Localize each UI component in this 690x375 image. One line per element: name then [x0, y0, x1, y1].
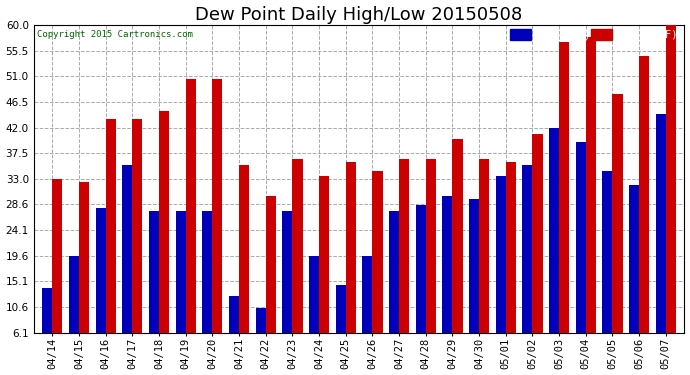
Bar — [506, 162, 516, 333]
Bar — [586, 36, 596, 333]
Bar — [132, 119, 143, 333]
Bar — [149, 210, 159, 333]
Bar — [399, 159, 409, 333]
Bar — [69, 256, 79, 333]
Bar — [335, 285, 346, 333]
Bar — [656, 114, 666, 333]
Bar — [453, 139, 462, 333]
Bar — [389, 210, 399, 333]
Bar — [415, 205, 426, 333]
Bar — [186, 80, 196, 333]
Bar — [533, 134, 542, 333]
Bar — [575, 142, 586, 333]
Bar — [362, 256, 373, 333]
Bar — [666, 25, 676, 333]
Bar — [229, 296, 239, 333]
Bar — [202, 210, 213, 333]
Bar — [639, 57, 649, 333]
Bar — [522, 165, 533, 333]
Bar — [629, 185, 639, 333]
Bar — [479, 159, 489, 333]
Bar — [239, 165, 249, 333]
Bar — [122, 165, 132, 333]
Legend: Low  (°F), High  (°F): Low (°F), High (°F) — [509, 27, 679, 42]
Text: Copyright 2015 Cartronics.com: Copyright 2015 Cartronics.com — [37, 30, 193, 39]
Bar — [602, 171, 613, 333]
Bar — [106, 119, 116, 333]
Bar — [495, 176, 506, 333]
Bar — [255, 308, 266, 333]
Bar — [79, 182, 89, 333]
Bar — [309, 256, 319, 333]
Bar — [159, 111, 169, 333]
Bar — [469, 199, 479, 333]
Bar — [549, 128, 559, 333]
Bar — [213, 80, 222, 333]
Bar — [426, 159, 436, 333]
Bar — [346, 162, 356, 333]
Bar — [293, 159, 302, 333]
Bar — [319, 176, 329, 333]
Bar — [559, 42, 569, 333]
Bar — [175, 210, 186, 333]
Bar — [266, 196, 276, 333]
Bar — [613, 94, 622, 333]
Bar — [442, 196, 453, 333]
Bar — [373, 171, 382, 333]
Bar — [95, 208, 106, 333]
Title: Dew Point Daily High/Low 20150508: Dew Point Daily High/Low 20150508 — [195, 6, 523, 24]
Bar — [282, 210, 293, 333]
Bar — [52, 179, 63, 333]
Bar — [42, 288, 52, 333]
